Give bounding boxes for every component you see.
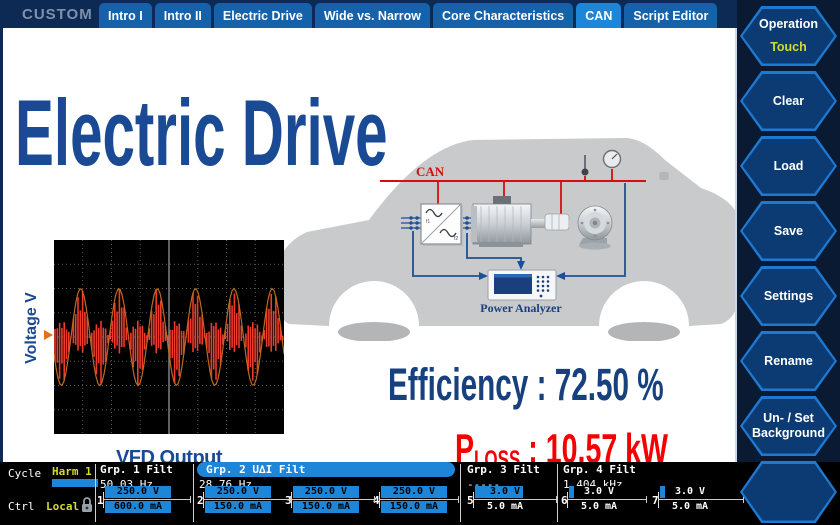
thermometer-icon (581, 155, 589, 176)
load-button[interactable]: Load (740, 136, 837, 196)
group-2-header[interactable]: Grp. 2 U∆I Filt (197, 462, 455, 477)
cycle-value[interactable]: Harm 1 (52, 465, 92, 478)
lock-icon (82, 497, 92, 512)
load-machine (577, 205, 613, 250)
operation-button[interactable]: Operation Touch (740, 6, 837, 66)
shaft-2 (569, 220, 581, 227)
zero-level-marker-icon (44, 330, 53, 340)
tab-electric-drive[interactable]: Electric Drive (213, 3, 312, 28)
statusbar-divider (95, 464, 96, 522)
unset-background-button[interactable]: Un- / Set Background (740, 396, 837, 456)
svg-text:f2: f2 (454, 236, 458, 242)
tab-wide-vs-narrow[interactable]: Wide vs. Narrow (314, 3, 430, 28)
efficiency-separator: : (536, 359, 547, 410)
pressure-gauge-icon (602, 149, 622, 169)
car-drivetrain-diagram: CAN (274, 138, 735, 341)
tab-intro-2[interactable]: Intro II (154, 3, 211, 28)
ploss-value: 10.57 kW (545, 425, 668, 463)
statusbar-divider (557, 464, 558, 522)
ploss-subscript: LOSS (474, 446, 521, 463)
cable-arrowheads (479, 261, 565, 280)
ploss-separator: : (528, 425, 538, 463)
tab-intro-1[interactable]: Intro I (99, 3, 152, 28)
group-4-header[interactable]: Grp. 4 Filt (563, 463, 636, 476)
settings-button[interactable]: Settings (740, 266, 837, 326)
svg-text:f1: f1 (426, 219, 430, 225)
waveform-y-axis-label: Voltage V (23, 292, 40, 364)
measurement-cables (412, 183, 626, 277)
probe-dots (409, 216, 469, 230)
tab-script-editor[interactable]: Script Editor (624, 3, 718, 28)
torque-coupling (544, 213, 570, 231)
can-bus-label: CAN (416, 164, 445, 179)
group-1-header[interactable]: Grp. 1 Filt (100, 463, 173, 476)
motor (471, 196, 532, 247)
efficiency-value: 72.50 % (554, 359, 664, 410)
ctrl-label: Ctrl (8, 500, 35, 513)
power-analyzer-label: Power Analyzer (480, 301, 562, 315)
page-title: Electric Drive (15, 80, 388, 185)
tab-can[interactable]: CAN (576, 3, 622, 28)
tab-bar: CUSTOM Intro I Intro II Electric Drive W… (0, 0, 737, 28)
efficiency-label: Efficiency (388, 359, 529, 410)
custom-screen-panel: Electric Drive CAN (0, 28, 737, 462)
vfd-waveform-plot (54, 240, 284, 434)
tab-strip: Intro I Intro II Electric Drive Wide vs.… (99, 3, 720, 28)
custom-mode-label: CUSTOM (22, 6, 93, 23)
tab-core-characteristics[interactable]: Core Characteristics (432, 3, 574, 28)
blank-softkey-button[interactable] (740, 461, 837, 523)
side-mirror (659, 172, 669, 180)
rename-button[interactable]: Rename (740, 331, 837, 391)
status-bar: Cycle Harm 1 Ctrl Local Grp. 1 Filt Grp.… (0, 462, 840, 525)
operation-mode-value: Touch (770, 40, 807, 54)
group-3-header[interactable]: Grp. 3 Filt (467, 463, 540, 476)
power-loss-readout: PLOSS : 10.57 kW (455, 425, 668, 463)
save-button[interactable]: Save (740, 201, 837, 261)
ctrl-value[interactable]: Local (46, 500, 80, 513)
statusbar-divider (460, 464, 461, 522)
rear-wheel (338, 322, 410, 341)
clear-button[interactable]: Clear (740, 71, 837, 131)
inverter-symbol: f1 f2 (420, 203, 463, 246)
shaft (531, 219, 545, 228)
statusbar-divider (193, 464, 194, 522)
cycle-level-bar (52, 479, 98, 487)
ploss-symbol: P (455, 425, 475, 463)
power-analyzer-device (487, 269, 557, 301)
waveform-caption: VFD Output (115, 447, 223, 462)
cycle-label: Cycle (8, 467, 42, 480)
front-wheel (608, 322, 680, 341)
efficiency-readout: Efficiency : 72.50 % (388, 362, 664, 407)
